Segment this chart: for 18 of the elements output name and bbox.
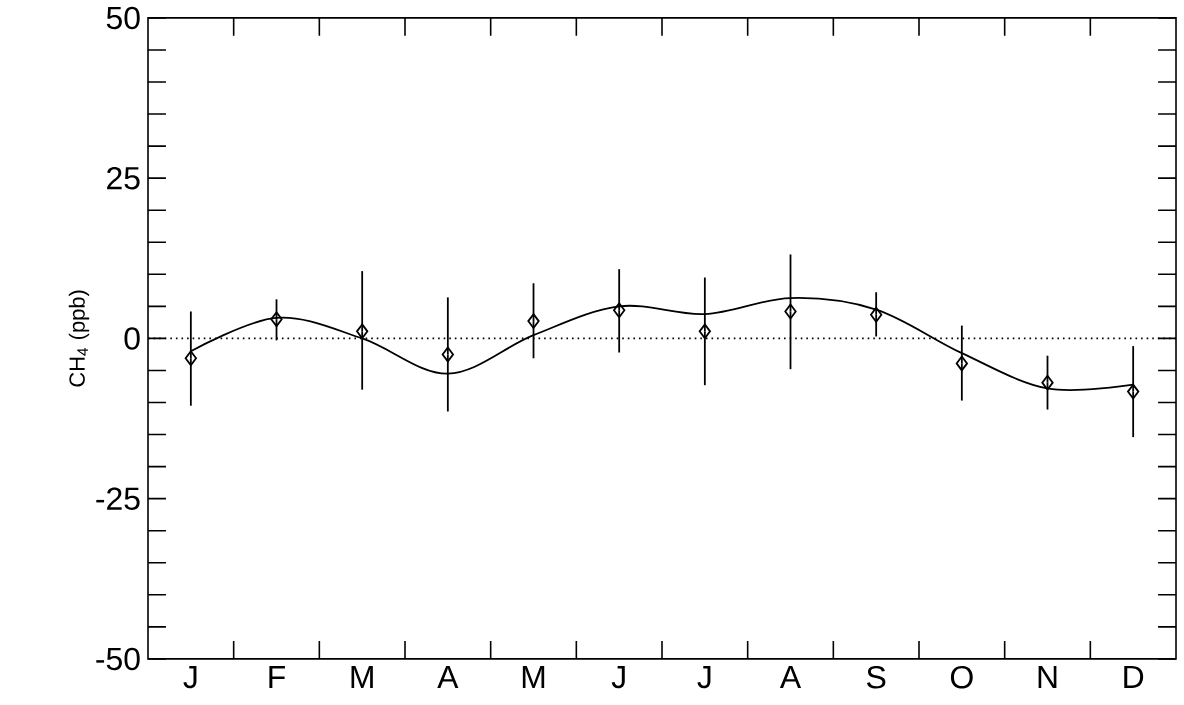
y-tick-label: 50 <box>106 6 140 30</box>
x-tick-label: O <box>950 666 973 689</box>
x-tick-label: A <box>779 665 802 688</box>
x-tick-label: D <box>1124 665 1144 688</box>
x-tick-label: S <box>866 666 886 689</box>
x-tick-label: N <box>1038 665 1057 688</box>
x-tick-label: M <box>351 665 373 688</box>
x-tick-label: M <box>522 665 545 688</box>
x-tick-label: J <box>183 665 197 689</box>
x-tick-label: A <box>437 665 459 688</box>
y-tick-label: 25 <box>107 166 140 190</box>
y-axis-title: CH$_{4}$ (ppb) <box>68 290 90 387</box>
y-tick-label: -50 <box>96 647 140 671</box>
x-tick-label: F <box>269 665 285 688</box>
y-tick-label: 0 <box>124 327 140 350</box>
x-tick-label: J <box>611 665 625 689</box>
x-tick-label: J <box>697 665 711 689</box>
y-tick-label: -25 <box>96 487 140 510</box>
